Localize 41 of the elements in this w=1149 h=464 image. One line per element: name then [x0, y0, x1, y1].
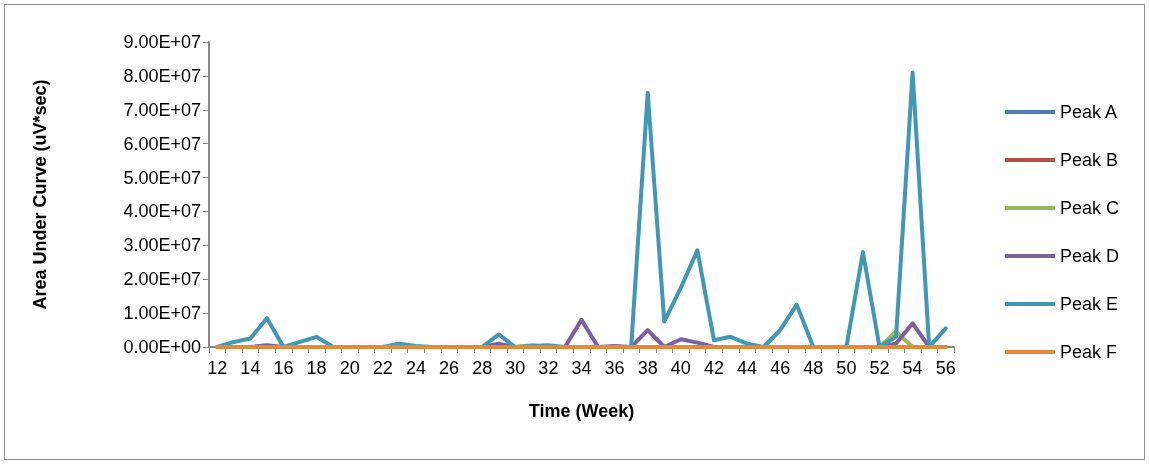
y-tick-label: 9.00E+07	[123, 32, 201, 52]
x-axis-title: Time (Week)	[528, 401, 635, 421]
x-tick-label: 32	[538, 358, 559, 378]
x-tick-label: 52	[869, 358, 890, 378]
legend-label: Peak D	[1059, 246, 1119, 266]
legend-label: Peak F	[1059, 342, 1117, 362]
x-tick-label: 16	[273, 358, 294, 378]
x-tick-label: 48	[803, 358, 824, 378]
x-tick-label: 22	[372, 358, 393, 378]
x-tick-label: 42	[703, 358, 724, 378]
y-tick-label: 6.00E+07	[123, 133, 201, 154]
y-tick-label: 5.00E+07	[123, 167, 201, 188]
legend-label: Peak B	[1059, 150, 1119, 170]
y-tick-label: 1.00E+07	[123, 303, 201, 324]
y-tick-label: 4.00E+07	[123, 201, 201, 222]
x-tick-label: 46	[770, 358, 791, 378]
x-tick-label: 36	[604, 358, 625, 378]
y-tick-label: 2.00E+07	[123, 269, 201, 290]
legend-label: Peak C	[1059, 198, 1119, 218]
x-tick-label: 54	[902, 358, 923, 378]
y-tick-label: 7.00E+07	[123, 99, 201, 120]
x-tick-label: 50	[836, 358, 857, 378]
x-tick-label: 18	[306, 358, 327, 378]
x-tick-label: 20	[339, 358, 360, 378]
x-tick-label: 30	[505, 358, 526, 378]
x-tick-label: 12	[207, 358, 228, 378]
x-tick-label: 34	[571, 358, 592, 378]
y-axis-title: Area Under Curve (uV*sec)	[30, 79, 50, 310]
x-tick-label: 28	[472, 358, 493, 378]
x-tick-label: 56	[935, 358, 956, 378]
y-tick-label: 8.00E+07	[123, 65, 201, 86]
legend-label: Peak A	[1059, 102, 1118, 122]
x-tick-label: 14	[240, 358, 261, 378]
x-tick-label: 26	[439, 358, 460, 378]
x-tick-label: 38	[637, 358, 658, 378]
x-tick-label: 24	[405, 358, 426, 378]
legend-label: Peak E	[1059, 294, 1119, 314]
y-tick-label: 0.00E+00	[123, 337, 201, 357]
x-tick-label: 40	[670, 358, 691, 378]
x-tick-label: 44	[737, 358, 758, 378]
y-tick-label: 3.00E+07	[123, 235, 201, 256]
